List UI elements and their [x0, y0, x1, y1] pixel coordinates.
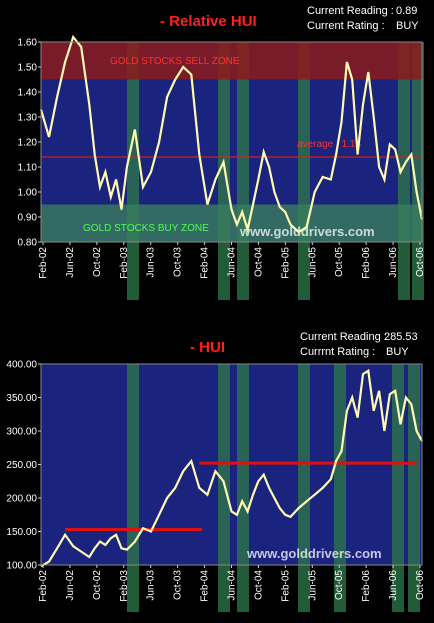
highlight-band: [408, 364, 420, 612]
hui-chart: www.golddrivers.com 100.00 150.00 200.00 25…: [0, 302, 434, 618]
y-axis: 100.00 150.00 200.00 250.00 300.00 350.00 400.…: [6, 360, 41, 572]
x-tick-label: Jun-04: [227, 247, 238, 278]
x-tick-label: Oct-05: [334, 570, 345, 600]
x-tick-label: Oct-06: [415, 247, 426, 277]
reading-label: Current Reading :: [307, 5, 394, 17]
x-tick-label: Feb-02: [38, 247, 49, 279]
x-tick-label: Jun-02: [65, 570, 76, 601]
highlight-band: [237, 42, 249, 300]
y-tick-label: 300.00: [6, 427, 37, 438]
rating-value: BUY: [396, 20, 419, 32]
sell-zone-label: GOLD STOCKS SELL ZONE: [110, 56, 240, 67]
y-tick-label: 1.50: [18, 63, 38, 74]
y-axis: 0.80 0.90 1.00 1.10 1.20 1.30 1.40 1.50 1.60: [18, 38, 41, 249]
x-tick-label: Jun-06: [388, 247, 399, 278]
reading-value: 0.89: [396, 5, 417, 17]
reading-value: 285.53: [384, 331, 418, 343]
rating-value: BUY: [386, 346, 409, 358]
y-tick-label: 0.90: [18, 213, 38, 224]
y-tick-label: 350.00: [6, 393, 37, 404]
x-tick-label: Oct-04: [253, 247, 264, 277]
y-tick-label: 0.80: [18, 238, 38, 249]
x-axis: Feb-02 Jun-02 Oct-02 Feb-03 Jun-03 Oct-03 Feb-…: [38, 565, 426, 602]
y-tick-label: 150.00: [6, 527, 37, 538]
highlight-band: [237, 364, 249, 612]
y-tick-label: 100.00: [6, 561, 37, 572]
relative-hui-chart: GOLD STOCKS SELL ZONE GOLD STOCKS BUY ZO…: [0, 0, 434, 302]
x-tick-label: Feb-04: [200, 247, 211, 279]
x-tick-label: Jun-05: [307, 247, 318, 278]
reference-lines: [65, 461, 417, 531]
x-tick-label: Feb-02: [38, 570, 49, 602]
x-tick-label: Jun-02: [65, 247, 76, 278]
highlight-band: [218, 364, 230, 612]
x-tick-label: Jun-03: [146, 247, 157, 278]
highlight-band: [334, 364, 346, 612]
x-tick-label: Feb-05: [280, 247, 291, 279]
y-tick-label: 1.60: [18, 38, 38, 49]
y-tick-label: 1.20: [18, 138, 38, 149]
y-tick-label: 1.10: [18, 163, 38, 174]
highlight-band: [127, 364, 139, 612]
rating-label: Current Rating :: [307, 20, 385, 32]
y-tick-label: 200.00: [6, 494, 37, 505]
sell-zone: [41, 42, 422, 80]
x-tick-label: Feb-04: [200, 570, 211, 602]
watermark: www.golddrivers.com: [239, 224, 375, 239]
x-tick-label: Feb-03: [119, 570, 130, 602]
y-tick-label: 1.30: [18, 113, 38, 124]
x-tick-label: Oct-05: [334, 247, 345, 277]
x-tick-label: Oct-04: [253, 570, 264, 600]
x-tick-label: Jun-04: [227, 570, 238, 601]
watermark: www.golddrivers.com: [246, 546, 382, 561]
y-tick-label: 1.40: [18, 88, 38, 99]
x-tick-label: Feb-06: [361, 570, 372, 602]
hui-panel: www.golddrivers.com 100.00 150.00 200.00 25…: [0, 302, 434, 618]
chart-title: - Relative HUI: [160, 13, 257, 30]
x-axis: Feb-02 Jun-02 Oct-02 Feb-03 Jun-03 Oct-03 Feb-…: [38, 242, 426, 279]
y-tick-label: 250.00: [6, 460, 37, 471]
y-tick-label: 400.00: [6, 360, 37, 371]
relative-hui-line: [39, 34, 424, 234]
x-tick-label: Feb-06: [361, 247, 372, 279]
x-tick-label: Oct-02: [92, 570, 103, 600]
highlight-band: [392, 364, 404, 612]
average-label: average : 1.13: [297, 139, 361, 150]
reading-label: Current Reading :: [300, 331, 387, 343]
x-tick-label: Oct-03: [173, 247, 184, 277]
highlight-bands: [127, 364, 420, 612]
chart-title: - HUI: [190, 339, 225, 356]
x-tick-label: Oct-02: [92, 247, 103, 277]
x-tick-label: Jun-05: [307, 570, 318, 601]
relative-hui-panel: GOLD STOCKS SELL ZONE GOLD STOCKS BUY ZO…: [0, 0, 434, 302]
x-tick-label: Jun-03: [146, 570, 157, 601]
x-tick-label: Feb-03: [119, 247, 130, 279]
y-tick-label: 1.00: [18, 188, 38, 199]
highlight-band: [298, 364, 310, 612]
x-tick-label: Oct-06: [415, 570, 426, 600]
x-tick-label: Feb-05: [280, 570, 291, 602]
x-tick-label: Jun-06: [388, 570, 399, 601]
rating-label: Currrnt Rating :: [300, 346, 375, 358]
hui-line: [40, 368, 423, 568]
x-tick-label: Oct-03: [173, 570, 184, 600]
buy-zone-label: GOLD STOCKS BUY ZONE: [83, 223, 209, 234]
